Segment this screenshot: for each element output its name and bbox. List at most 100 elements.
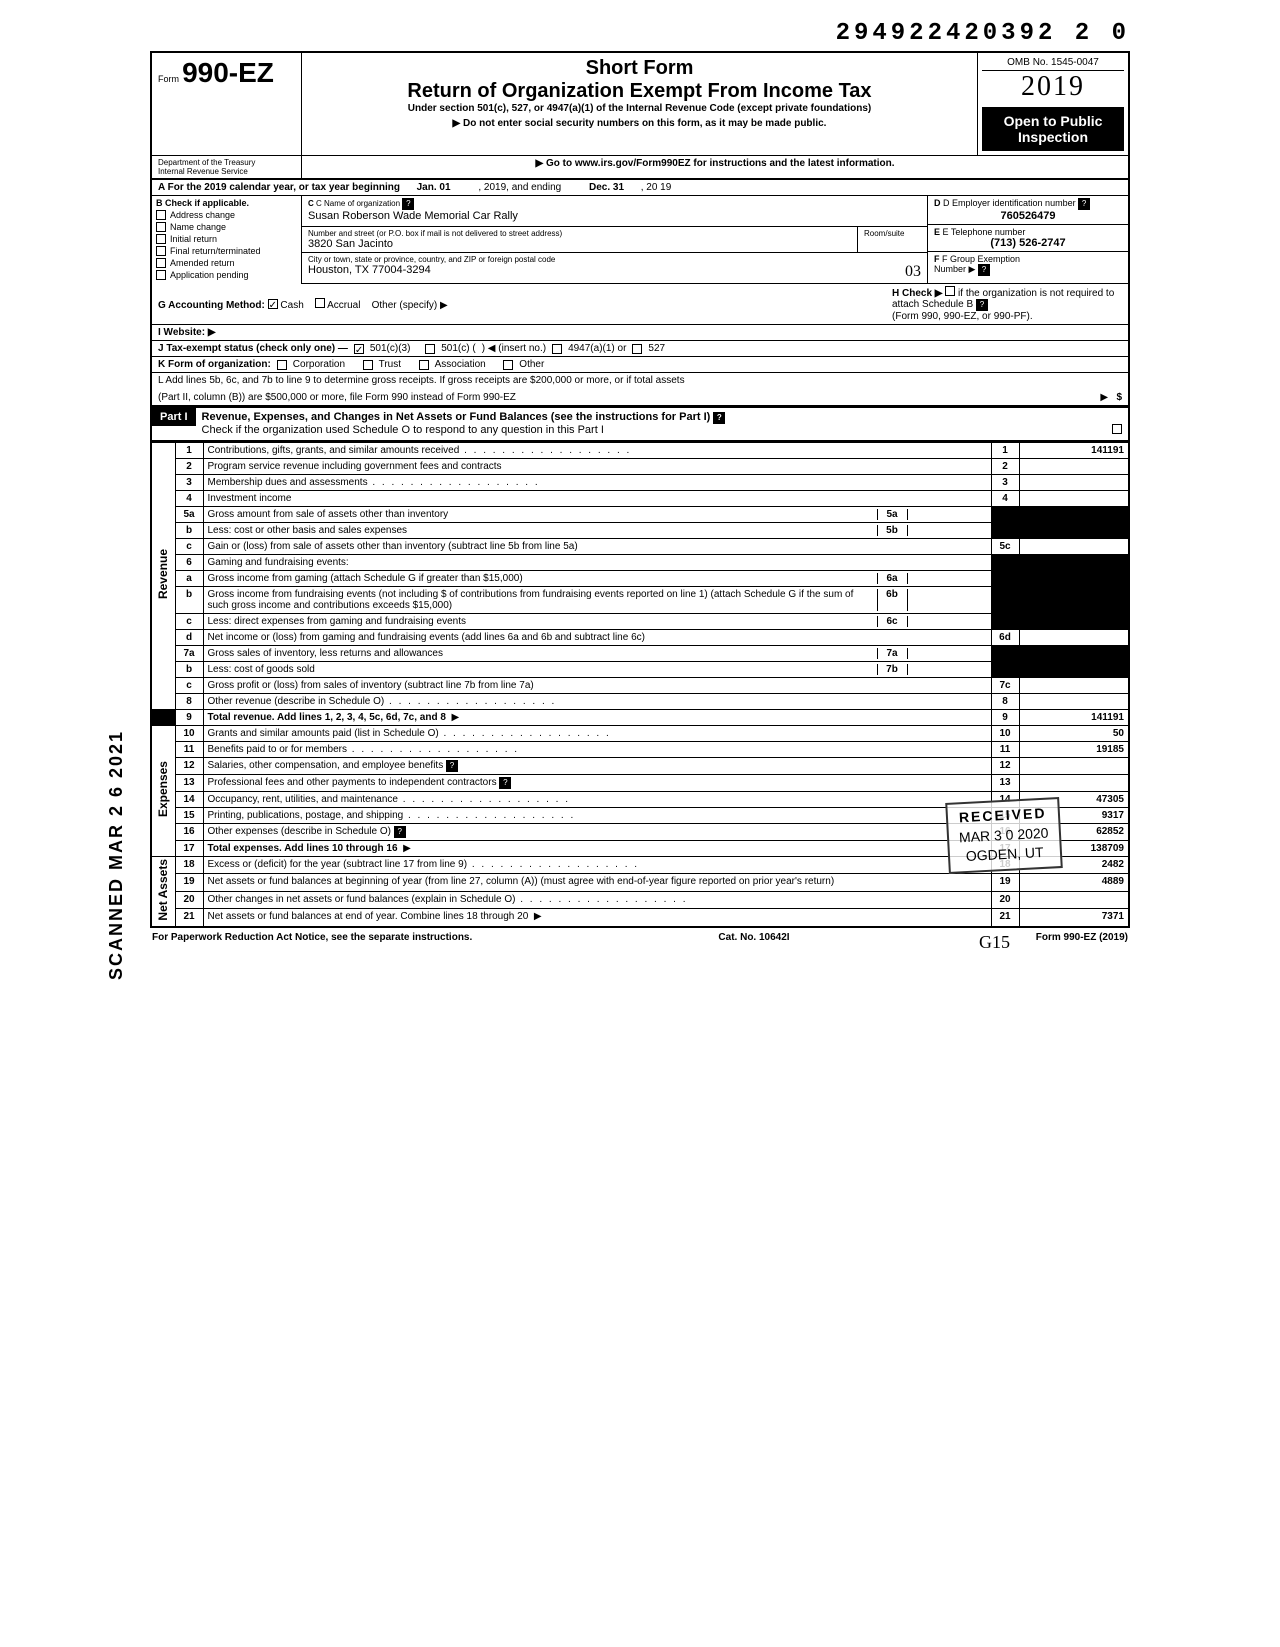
help-icon[interactable]: ? <box>446 760 458 772</box>
line-1: Revenue 1 Contributions, gifts, grants, … <box>151 443 1129 459</box>
line-12: 12 Salaries, other compensation, and emp… <box>151 758 1129 775</box>
line-2: 2 Program service revenue including gove… <box>151 459 1129 475</box>
help-icon[interactable]: ? <box>402 198 414 210</box>
line-6: 6 Gaming and fundraising events: <box>151 555 1129 571</box>
line-4: 4 Investment income 4 <box>151 491 1129 507</box>
omb-number: OMB No. 1545-0047 <box>982 57 1124 71</box>
line-20: 20 Other changes in net assets or fund b… <box>151 891 1129 908</box>
form-header: Form 990-EZ Short Form Return of Organiz… <box>150 51 1130 155</box>
check-other[interactable] <box>503 360 513 370</box>
check-schedule-b[interactable] <box>945 286 955 296</box>
help-icon[interactable]: ? <box>499 777 511 789</box>
check-initial-return[interactable]: Initial return <box>156 234 297 244</box>
line-5a: 5a Gross amount from sale of assets othe… <box>151 507 1129 523</box>
box-k-row: K Form of organization: Corporation Trus… <box>150 357 1130 373</box>
box-c: C C Name of organization ? Susan Roberso… <box>302 196 928 284</box>
dept-treasury: Department of the Treasury <box>158 158 295 167</box>
check-4947[interactable] <box>552 344 562 354</box>
part-i-check-text: Check if the organization used Schedule … <box>202 424 604 436</box>
phone-value: (713) 526-2747 <box>934 237 1122 249</box>
help-icon[interactable]: ? <box>713 412 725 424</box>
box-h-label: H Check ▶ <box>892 288 942 299</box>
check-501c[interactable] <box>425 344 435 354</box>
instruction-1: ▶ Do not enter social security numbers o… <box>310 118 969 129</box>
part-i-title: Revenue, Expenses, and Changes in Net As… <box>202 411 711 423</box>
net-assets-section-label: Net Assets <box>156 859 170 921</box>
check-app-pending[interactable]: Application pending <box>156 270 297 280</box>
instruction-2: ▶ Go to www.irs.gov/Form990EZ for instru… <box>302 156 1128 178</box>
scanned-stamp: SCANNED MAR 2 6 2021 <box>106 730 127 980</box>
street-label: Number and street (or P.O. box if mail i… <box>308 229 851 238</box>
box-h: H Check ▶ if the organization is not req… <box>892 286 1122 322</box>
header-left: Form 990-EZ <box>152 53 302 155</box>
box-a: A For the 2019 calendar year, or tax yea… <box>152 180 1128 195</box>
check-cash[interactable] <box>268 299 278 309</box>
line-7a: 7a Gross sales of inventory, less return… <box>151 646 1129 662</box>
help-icon[interactable]: ? <box>978 264 990 276</box>
check-501c3[interactable] <box>354 344 364 354</box>
box-i-row: I Website: ▶ <box>150 325 1130 341</box>
line-9: 9 Total revenue. Add lines 1, 2, 3, 4, 5… <box>151 710 1129 726</box>
tax-year: 2019 <box>982 71 1124 103</box>
form-prefix: Form <box>158 74 179 84</box>
check-name-change[interactable]: Name change <box>156 222 297 232</box>
ein-value: 760526479 <box>934 210 1122 222</box>
room-label: Room/suite <box>864 229 921 238</box>
box-j-label: J Tax-exempt status (check only one) — <box>158 343 348 354</box>
box-g-other: Other (specify) ▶ <box>372 300 448 311</box>
line-5b: b Less: cost or other basis and sales ex… <box>151 523 1129 539</box>
revenue-section-label: Revenue <box>156 549 170 599</box>
line-3: 3 Membership dues and assessments 3 <box>151 475 1129 491</box>
line-10: Expenses 10 Grants and similar amounts p… <box>151 726 1129 742</box>
check-amended[interactable]: Amended return <box>156 258 297 268</box>
box-f-number: Number ▶ <box>934 264 975 274</box>
line-6a: a Gross income from gaming (attach Sched… <box>151 571 1129 587</box>
tax-year-begin: Jan. 01 <box>417 182 451 193</box>
org-name: Susan Roberson Wade Memorial Car Rally <box>308 210 921 222</box>
box-f-label: F Group Exemption <box>942 254 1020 264</box>
dept-row: Department of the Treasury Internal Reve… <box>150 155 1130 180</box>
box-l-text2: (Part II, column (B)) are $500,000 or mo… <box>158 392 516 403</box>
subtitle: Under section 501(c), 527, or 4947(a)(1)… <box>310 103 969 114</box>
line-7b: b Less: cost of goods sold7b <box>151 662 1129 678</box>
footer-left: For Paperwork Reduction Act Notice, see … <box>152 932 472 943</box>
box-b: B Check if applicable. Address change Na… <box>152 196 302 284</box>
dept-irs: Internal Revenue Service <box>158 167 295 176</box>
check-527[interactable] <box>632 344 642 354</box>
box-j-row: J Tax-exempt status (check only one) — 5… <box>150 341 1130 357</box>
form-990ez-page: SCANNED MAR 2 6 2021 294922420392 2 0 Fo… <box>150 20 1130 947</box>
check-trust[interactable] <box>363 360 373 370</box>
check-assoc[interactable] <box>419 360 429 370</box>
line-7c: c Gross profit or (loss) from sales of i… <box>151 678 1129 694</box>
check-final-return[interactable]: Final return/terminated <box>156 246 297 256</box>
box-b-label: B Check if applicable. <box>156 198 249 208</box>
room-suite-handwritten: 03 <box>905 263 921 281</box>
help-icon[interactable]: ? <box>976 299 988 311</box>
street-value: 3820 San Jacinto <box>308 238 851 250</box>
box-l-row: L Add lines 5b, 6c, and 7b to line 9 to … <box>150 373 1130 407</box>
part-i-label: Part I <box>152 408 196 426</box>
box-c-label: C Name of organization <box>316 199 400 208</box>
return-title: Return of Organization Exempt From Incom… <box>310 80 969 103</box>
info-grid: B Check if applicable. Address change Na… <box>150 196 1130 284</box>
box-de: D D Employer identification number ? 760… <box>928 196 1128 284</box>
footer-right: Form 990-EZ (2019) <box>1036 932 1128 943</box>
open-public-2: Inspection <box>984 129 1122 145</box>
check-address-change[interactable]: Address change <box>156 210 297 220</box>
document-number: 294922420392 2 0 <box>150 20 1130 47</box>
box-k-label: K Form of organization: <box>158 359 271 370</box>
check-accrual[interactable] <box>315 298 325 308</box>
check-schedule-o[interactable] <box>1112 424 1122 434</box>
check-corp[interactable] <box>277 360 287 370</box>
help-icon[interactable]: ? <box>394 826 406 838</box>
box-g: G Accounting Method: Cash Accrual Other … <box>158 298 448 311</box>
received-location: OGDEN, UT <box>959 843 1049 867</box>
open-public-badge: Open to Public Inspection <box>982 107 1124 151</box>
box-d-label: D Employer identification number <box>943 198 1076 208</box>
dept-left: Department of the Treasury Internal Reve… <box>152 156 302 178</box>
help-icon[interactable]: ? <box>1078 198 1090 210</box>
box-a-row: A For the 2019 calendar year, or tax yea… <box>150 180 1130 196</box>
tax-year-end-year: , 20 19 <box>641 182 672 193</box>
box-a-label: A For the 2019 calendar year, or tax yea… <box>158 182 400 193</box>
open-public-1: Open to Public <box>984 113 1122 129</box>
